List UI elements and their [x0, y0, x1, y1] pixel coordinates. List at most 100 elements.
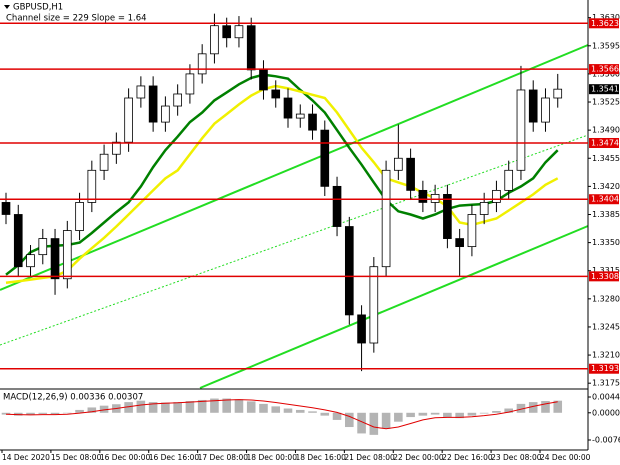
x-tick-label: 18 Dec 00:00 — [247, 453, 298, 462]
candle-body — [124, 97, 133, 143]
macd-bar — [492, 411, 501, 413]
last-price-label: 1.3541 — [591, 85, 619, 94]
macd-label: MACD(12,26,9) 0.00336 0.00307 — [3, 393, 143, 403]
candle-body — [418, 189, 428, 203]
macd-bar — [161, 402, 170, 413]
candle-body — [222, 25, 232, 39]
macd-bar — [124, 402, 133, 413]
macd-bar — [516, 403, 526, 413]
macd-bar — [467, 412, 477, 416]
moving-average — [5, 84, 559, 285]
y-tick-label: 1.3350 — [592, 238, 620, 247]
candle-body — [99, 153, 109, 171]
macd-bar — [295, 409, 305, 413]
candle-body — [1, 202, 11, 215]
candle-body — [332, 185, 342, 227]
macd-bar — [455, 412, 464, 419]
macd-bar — [332, 412, 342, 420]
macd-bar — [271, 406, 281, 413]
macd-bar — [504, 408, 513, 413]
macd-bar — [418, 412, 428, 416]
x-tick-label: 24 Dec 00:00 — [540, 453, 591, 462]
macd-signal — [5, 399, 558, 430]
macd-bar — [553, 400, 563, 413]
macd-bar — [308, 411, 317, 413]
macd-bar — [63, 412, 72, 414]
candle-body — [259, 69, 268, 91]
y-tick-label: 1.3455 — [592, 154, 620, 163]
y-tick-label: 1.3280 — [592, 294, 620, 303]
candle-body — [406, 157, 415, 191]
level-label: 1.3474 — [591, 138, 619, 147]
candle-body — [320, 129, 330, 187]
x-tick-label: 22 Dec 00:00 — [393, 453, 444, 462]
y-tick-label: 1.3175 — [592, 379, 620, 388]
macd-bar — [75, 409, 84, 413]
level-label-box — [589, 271, 619, 282]
candle-body — [430, 194, 440, 203]
candle-body — [112, 141, 121, 155]
level-label: 1.3566 — [591, 65, 619, 74]
y-tick-label: 1.3525 — [592, 98, 620, 107]
x-tick-label: 18 Dec 16:00 — [295, 453, 346, 462]
macd-y-tick-label: 0.00443 — [592, 393, 620, 402]
macd-bar — [148, 402, 158, 413]
x-tick-label: 16 Dec 16:00 — [149, 453, 200, 462]
candle-body — [246, 25, 256, 71]
x-tick-label: 16 Dec 00:00 — [100, 453, 151, 462]
channel-lower — [199, 225, 589, 389]
channel-upper — [0, 44, 589, 291]
macd-bar — [197, 399, 207, 413]
y-tick-label: 1.3315 — [592, 266, 620, 275]
macd-bar — [345, 412, 354, 428]
candle-body — [344, 226, 354, 316]
candle-body — [148, 85, 158, 123]
candle-body — [295, 113, 305, 119]
macd-y-tick-label: -0.00764 — [592, 435, 620, 444]
y-tick-label: 1.3490 — [592, 126, 620, 135]
macd-y-tick-label: 0.0000 — [592, 408, 620, 417]
macd-bar — [283, 408, 293, 413]
macd-bar — [210, 398, 219, 413]
y-tick-label: 1.3210 — [592, 351, 620, 360]
macd-bar — [394, 412, 403, 422]
macd-bar — [173, 402, 182, 413]
macd-bar — [259, 403, 268, 413]
macd-bar — [430, 412, 440, 415]
x-tick-label: 14 Dec 2020 — [2, 453, 50, 462]
channel — [0, 44, 589, 389]
level-label-box — [589, 64, 619, 75]
header-icon — [4, 5, 10, 9]
candle-body — [516, 89, 526, 171]
level-label: 1.3404 — [591, 195, 619, 204]
candle-body — [443, 194, 452, 239]
last-price-box — [589, 84, 619, 95]
y-tick-label: 1.3595 — [592, 41, 620, 50]
macd-bar — [87, 407, 97, 413]
y-tick-label: 1.3630 — [592, 13, 620, 22]
macd-bar — [1, 412, 11, 415]
candle-body — [455, 238, 464, 248]
symbol-title: GBPUSD,H1 — [13, 3, 63, 13]
macd-bar — [357, 412, 366, 434]
macd-bar — [136, 400, 146, 413]
macd-bar — [369, 412, 379, 435]
candle-body — [210, 25, 219, 55]
macd-bar — [234, 399, 244, 413]
candle-body — [197, 53, 207, 75]
candle-body — [394, 157, 403, 171]
macd-bar — [185, 401, 195, 413]
x-tick-label: 23 Dec 08:00 — [491, 453, 542, 462]
channel-info: Channel size = 229 Slope = 1.64 — [6, 14, 147, 24]
candle-body — [369, 266, 379, 344]
candle-body — [283, 97, 293, 119]
candle-body — [504, 169, 514, 191]
candle-body — [234, 25, 244, 39]
level-label: 1.3308 — [591, 272, 619, 281]
candle-body — [357, 314, 366, 344]
candle-body — [381, 169, 391, 268]
y-tick-label: 1.3385 — [592, 210, 620, 219]
macd-bar — [38, 412, 48, 414]
